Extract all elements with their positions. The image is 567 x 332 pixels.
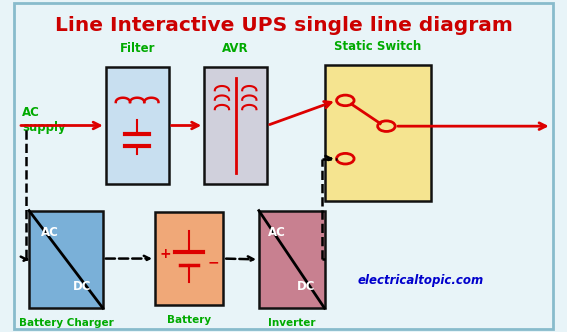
Text: DC: DC	[73, 280, 91, 293]
Text: AVR: AVR	[222, 42, 249, 55]
Text: DC: DC	[297, 280, 315, 293]
Text: Static Switch: Static Switch	[335, 40, 421, 53]
Text: Inverter: Inverter	[268, 318, 315, 328]
Text: Line Interactive UPS single line diagram: Line Interactive UPS single line diagram	[54, 16, 513, 35]
Text: +: +	[159, 247, 171, 261]
Text: Battery: Battery	[167, 315, 211, 325]
FancyBboxPatch shape	[155, 212, 223, 305]
FancyBboxPatch shape	[105, 67, 168, 184]
Text: Filter: Filter	[120, 42, 155, 55]
Text: AC: AC	[268, 225, 286, 239]
FancyBboxPatch shape	[259, 210, 324, 308]
FancyBboxPatch shape	[324, 65, 431, 201]
Text: −: −	[208, 255, 219, 269]
Text: AC
supply: AC supply	[22, 106, 66, 134]
FancyBboxPatch shape	[29, 210, 103, 308]
FancyBboxPatch shape	[14, 3, 553, 329]
Text: electricaltopic.com: electricaltopic.com	[357, 274, 484, 287]
FancyBboxPatch shape	[204, 67, 267, 184]
Text: Battery Charger: Battery Charger	[19, 318, 113, 328]
Text: AC: AC	[41, 225, 59, 239]
